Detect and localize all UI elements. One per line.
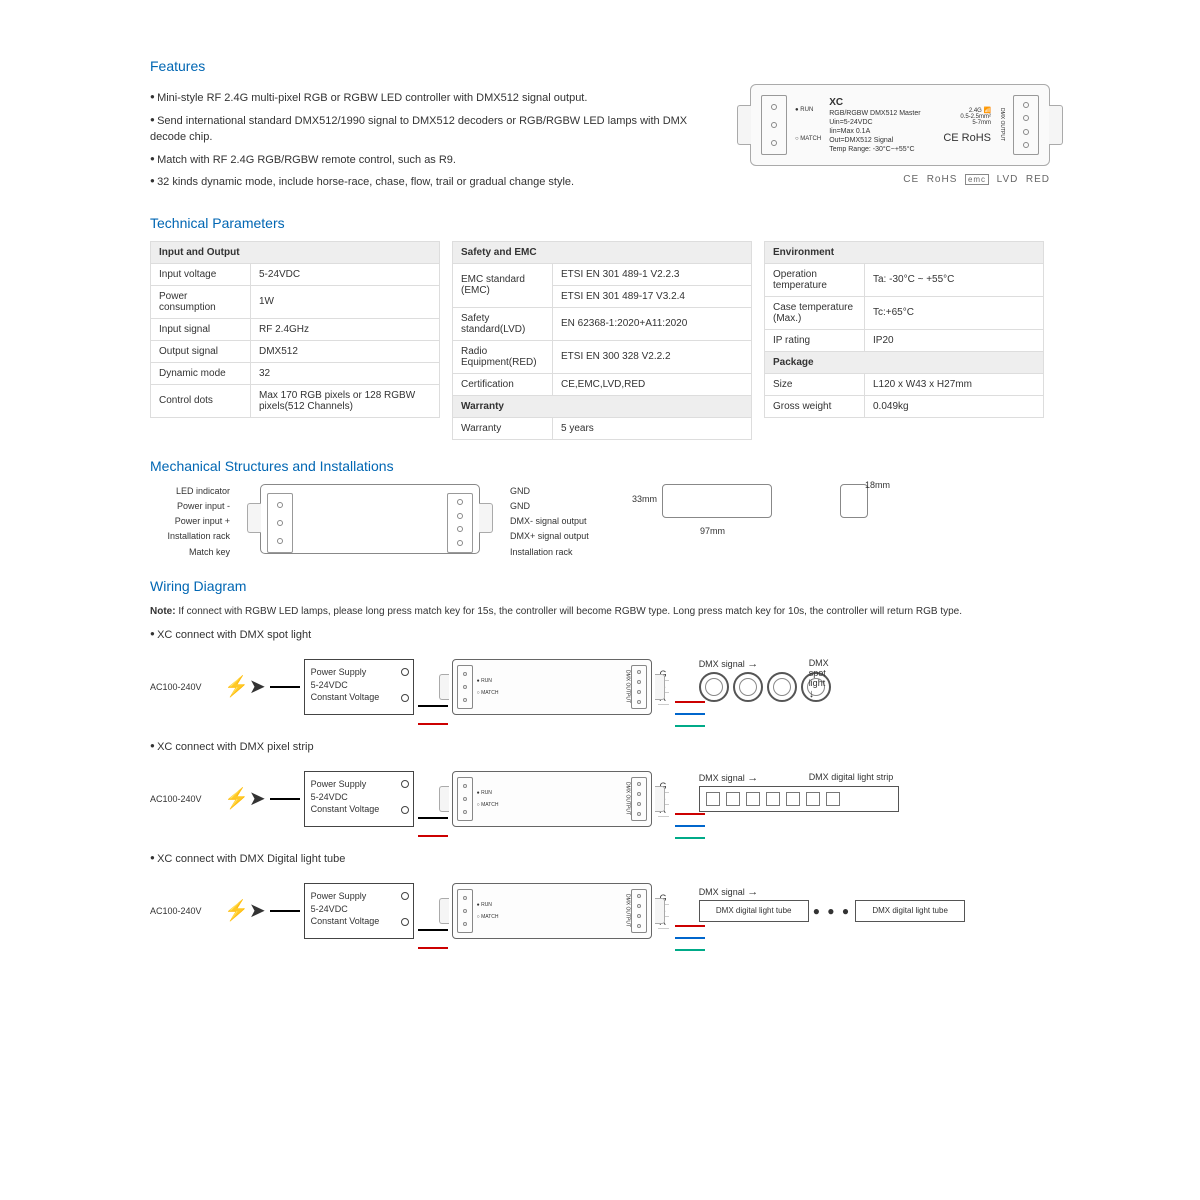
mech-label: GND xyxy=(510,499,610,514)
product-subtitle: RGB/RGBW DMX512 Master xyxy=(829,110,920,117)
feature-item: Send international standard DMX512/1990 … xyxy=(150,113,720,146)
cell: ETSI EN 300 328 V2.2.2 xyxy=(553,340,752,373)
product-specs: Uin=5-24VDC Iin=Max 0.1A Out=DMX512 Sign… xyxy=(829,119,914,153)
cell: Certification xyxy=(453,373,553,395)
cell: Input signal xyxy=(151,318,251,340)
cell: 1W xyxy=(251,285,440,318)
feature-item: 32 kinds dynamic mode, include horse-rac… xyxy=(150,174,720,191)
dmx-signal-label: DMX signal → xyxy=(699,658,759,670)
cell: CE,EMC,LVD,RED xyxy=(553,373,752,395)
wire-gauge: 0.5-2.5mm² 5-7mm xyxy=(960,114,991,126)
power-supply-box: Power Supply 5-24VDC Constant Voltage xyxy=(304,883,414,939)
cell: L120 x W43 x H27mm xyxy=(865,373,1044,395)
mechanical-heading: Mechanical Structures and Installations xyxy=(150,458,1050,474)
mech-label: Power input - xyxy=(150,499,230,514)
product-model: XC xyxy=(829,97,843,108)
cell: Safety standard(LVD) xyxy=(453,307,553,340)
wiring-heading: Wiring Diagram xyxy=(150,578,1050,594)
light-tubes: DMX digital light tube ● ● ● DMX digital… xyxy=(699,900,965,922)
wiring-item-title: XC connect with DMX pixel strip xyxy=(150,741,1050,753)
cell: 32 xyxy=(251,362,440,384)
cell: Warranty xyxy=(453,417,553,439)
ac-label: AC100-240V xyxy=(150,682,220,692)
cell: IP20 xyxy=(865,329,1044,351)
power-supply-box: Power Supply 5-24VDC Constant Voltage xyxy=(304,659,414,715)
mech-label: GND xyxy=(510,484,610,499)
mech-label: DMX+ signal output xyxy=(510,529,610,544)
feature-item: Match with RF 2.4G RGB/RGBW remote contr… xyxy=(150,152,720,169)
note-text: If connect with RGBW LED lamps, please l… xyxy=(178,606,962,617)
cell: ETSI EN 301 489-17 V3.2.4 xyxy=(553,285,752,307)
mech-label: LED indicator xyxy=(150,484,230,499)
cell: Output signal xyxy=(151,340,251,362)
technical-heading: Technical Parameters xyxy=(150,215,1050,231)
features-list: Mini-style RF 2.4G multi-pixel RGB or RG… xyxy=(150,84,720,197)
pixel-strip xyxy=(699,786,899,812)
cell: Dynamic mode xyxy=(151,362,251,384)
wiring-note: Note: If connect with RGBW LED lamps, pl… xyxy=(150,604,1050,619)
cell: ETSI EN 301 489-1 V2.2.3 xyxy=(553,263,752,285)
ac-label: AC100-240V xyxy=(150,906,220,916)
cell: Size xyxy=(765,373,865,395)
dmx-output-label: DMX spot light ↓ xyxy=(809,658,831,700)
mech-label: Power input + xyxy=(150,514,230,529)
io-table: Input and Output Input voltage5-24VDC Po… xyxy=(150,241,440,418)
package-header: Package xyxy=(765,351,1044,373)
cell: 0.049kg xyxy=(865,395,1044,417)
cell: Operation temperature xyxy=(765,263,865,296)
controller-box: ● RUN○ MATCH DMX OUTPUT xyxy=(452,883,652,939)
cell: Case temperature (Max.) xyxy=(765,296,865,329)
features-heading: Features xyxy=(150,58,1050,74)
cell: 5 years xyxy=(553,417,752,439)
safety-table: Safety and EMC EMC standard (EMC)ETSI EN… xyxy=(452,241,752,440)
plug-icon: ⚡➤ xyxy=(224,674,266,699)
cell: RF 2.4GHz xyxy=(251,318,440,340)
cell: Ta: -30°C ~ +55°C xyxy=(865,263,1044,296)
mech-label: Installation rack xyxy=(510,545,610,560)
mech-label: Match key xyxy=(150,545,230,560)
ac-label: AC100-240V xyxy=(150,794,220,804)
safety-header: Safety and EMC xyxy=(453,241,752,263)
io-header: Input and Output xyxy=(151,241,440,263)
feature-item: Mini-style RF 2.4G multi-pixel RGB or RG… xyxy=(150,90,720,107)
controller-box: ● RUN○ MATCH DMX OUTPUT xyxy=(452,771,652,827)
wiring-item-title: XC connect with DMX Digital light tube xyxy=(150,853,1050,865)
plug-icon: ⚡➤ xyxy=(224,786,266,811)
mechanical-diagram: LED indicator Power input - Power input … xyxy=(150,484,1050,560)
env-table: Environment Operation temperatureTa: -30… xyxy=(764,241,1044,418)
product-illustration: ● RUN○ MATCH XC RGB/RGBW DMX512 Master U… xyxy=(750,84,1050,166)
mech-label: DMX- signal output xyxy=(510,514,610,529)
cell: EMC standard (EMC) xyxy=(453,263,553,307)
dmx-signal-label: DMX signal → xyxy=(699,886,759,898)
cell: IP rating xyxy=(765,329,865,351)
power-supply-box: Power Supply 5-24VDC Constant Voltage xyxy=(304,771,414,827)
dim-thickness: 18mm xyxy=(865,480,890,490)
cell: Gross weight xyxy=(765,395,865,417)
dmx-output-label: DMX digital light strip xyxy=(809,772,894,782)
certification-line: CE RoHS emc LVD RED xyxy=(750,174,1050,185)
cell: EN 62368-1:2020+A11:2020 xyxy=(553,307,752,340)
mech-label: Installation rack xyxy=(150,529,230,544)
wiring-diagram: AC100-240V ⚡➤ Power Supply 5-24VDC Const… xyxy=(150,647,1050,727)
dim-width: 97mm xyxy=(700,526,725,536)
cell: 5-24VDC xyxy=(251,263,440,285)
note-label: Note: xyxy=(150,606,176,617)
controller-box: ● RUN○ MATCH DMX OUTPUT xyxy=(452,659,652,715)
dim-height: 33mm xyxy=(632,494,657,504)
wiring-diagram: AC100-240V ⚡➤ Power Supply 5-24VDC Const… xyxy=(150,871,1050,951)
cell: Tc:+65°C xyxy=(865,296,1044,329)
wiring-item-title: XC connect with DMX spot light xyxy=(150,629,1050,641)
wiring-diagram: AC100-240V ⚡➤ Power Supply 5-24VDC Const… xyxy=(150,759,1050,839)
ce-rohs: CE RoHS xyxy=(943,132,991,144)
cell: DMX512 xyxy=(251,340,440,362)
env-header: Environment xyxy=(765,241,1044,263)
dmx-signal-label: DMX signal → xyxy=(699,772,759,784)
cell: Input voltage xyxy=(151,263,251,285)
cell: Radio Equipment(RED) xyxy=(453,340,553,373)
warranty-header: Warranty xyxy=(453,395,752,417)
cell: Max 170 RGB pixels or 128 RGBW pixels(51… xyxy=(251,384,440,417)
cell: Control dots xyxy=(151,384,251,417)
plug-icon: ⚡➤ xyxy=(224,898,266,923)
cell: Power consumption xyxy=(151,285,251,318)
